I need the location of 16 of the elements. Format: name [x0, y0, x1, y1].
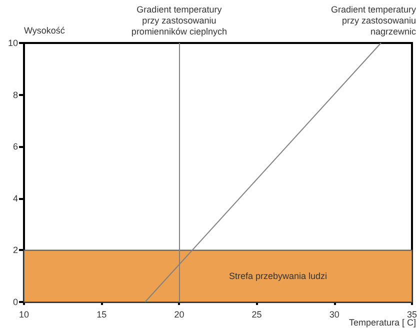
y-tick-label: 6 — [12, 142, 18, 152]
x-tick-label: 30 — [329, 310, 340, 320]
y-tick-label: 10 — [8, 38, 18, 48]
y-tick-label: 8 — [12, 90, 18, 100]
x-tick-label: 15 — [96, 310, 107, 320]
y-tick-label: 0 — [12, 297, 18, 307]
x-axis-title: Temperatura [ C] — [348, 318, 416, 328]
band-label: Strefa przebywania ludzi — [228, 271, 328, 282]
y-tick-label: 2 — [12, 245, 18, 256]
y-axis-title: Wysokość — [24, 26, 66, 36]
y-tick-label: 4 — [12, 193, 18, 204]
x-tick-label: 25 — [252, 310, 262, 320]
x-tick-label: 20 — [174, 310, 184, 320]
x-tick-label: 35 — [406, 310, 417, 320]
ref-line-label: Gradient temperatury przy zastosowaniu promienników cieplnych — [131, 4, 227, 36]
annotation: Gradient temperatury przy zastosowaniu nagrzewnic — [330, 4, 416, 36]
